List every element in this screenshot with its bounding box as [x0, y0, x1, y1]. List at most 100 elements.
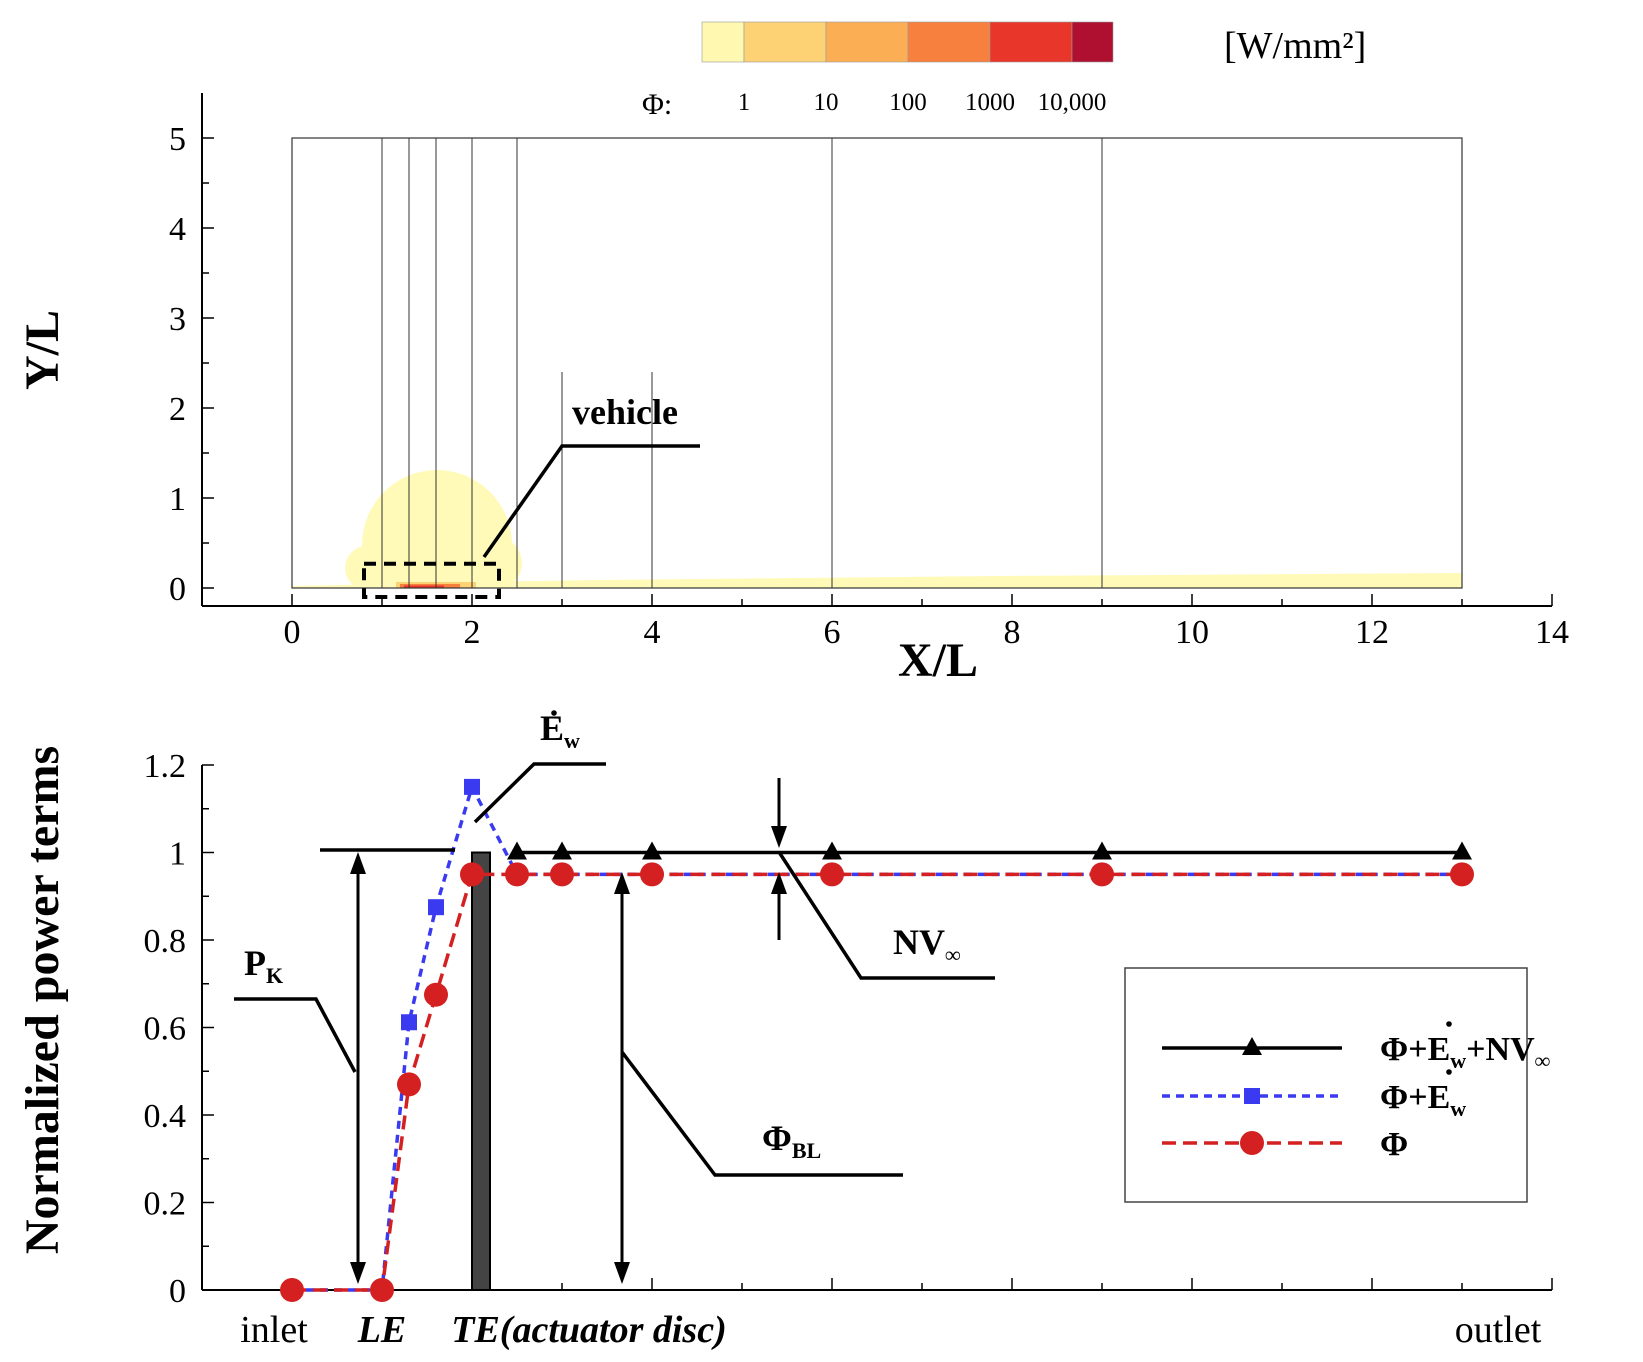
- series-layer: [280, 778, 1474, 1302]
- colorbar: 1 10 100 1000 10,000 Φ: [W/mm²]: [642, 21, 1366, 121]
- phibl-annotation: ΦBL: [614, 872, 903, 1284]
- pk-leader-line: [234, 997, 357, 1073]
- ew-leader-line: [473, 762, 606, 824]
- contour-bubble-front: [345, 546, 389, 588]
- legend-marker: [1240, 1131, 1264, 1155]
- bottom-y-tick-label: 1.2: [144, 748, 187, 785]
- top-x-tick-label: 0: [284, 614, 301, 651]
- x-category-labels: inlet LE TE(actuator disc) outlet: [240, 1309, 1541, 1351]
- legend: Φ+Ew+NV∞ Φ+Ew Φ: [1124, 967, 1551, 1203]
- colorbar-swatches: [701, 21, 1114, 63]
- top-x-tick-label: 14: [1535, 614, 1569, 651]
- colorbar-symbol: Φ:: [642, 88, 672, 121]
- nv-arrow-up-icon: [771, 872, 787, 894]
- colorbar-tick-label: 10,000: [1038, 89, 1107, 116]
- x-category-label: TE(actuator disc): [451, 1309, 726, 1351]
- data-point: [370, 1278, 394, 1302]
- colorbar-unit: [W/mm²]: [1224, 25, 1366, 67]
- top-y-tick-label: 5: [169, 121, 186, 158]
- bottom-axes: 0 0.2 0.4 0.6 0.8 1 1.2: [144, 748, 1553, 1310]
- ew-annotation: Ew: [473, 708, 606, 824]
- colorbar-swatch: [1071, 21, 1114, 63]
- phibl-annotation-label: ΦBL: [762, 1118, 821, 1163]
- legend-dot-icon: [1446, 1021, 1452, 1027]
- data-point: [280, 1278, 304, 1302]
- pk-annotation-label: PK: [244, 943, 283, 988]
- bottom-y-tick-label: 0.6: [144, 1011, 187, 1048]
- contour-wall-peak: [404, 585, 444, 588]
- ew-sub: w: [564, 728, 580, 753]
- pk-sub: K: [266, 963, 283, 988]
- series-triangle: [507, 841, 1472, 860]
- nv-annotation: NV∞: [771, 778, 995, 980]
- contour-wake: [292, 573, 1462, 588]
- colorbar-swatch: [907, 21, 991, 63]
- data-point: [507, 841, 527, 860]
- series-line: [292, 872, 1462, 1292]
- data-point: [460, 862, 484, 887]
- legend-label: Φ+Ew: [1380, 1079, 1466, 1121]
- data-point: [401, 1014, 417, 1031]
- data-point: [640, 862, 664, 887]
- series-circle: [280, 862, 1474, 1302]
- data-point: [1450, 862, 1474, 887]
- legend-dot-icon: [1446, 1069, 1452, 1075]
- colorbar-tick-label: 1000: [965, 89, 1015, 116]
- bottom-y-tick-label: 0.8: [144, 923, 187, 960]
- data-point: [552, 841, 572, 860]
- actuator-disc: [471, 851, 491, 1291]
- computational-domain: [291, 137, 1463, 589]
- bottom-y-label: Normalized power terms: [16, 746, 69, 1254]
- phibl-leader-line: [620, 1050, 903, 1177]
- phibl-base: Φ: [762, 1118, 792, 1158]
- pk-annotation: PK: [234, 848, 455, 1284]
- colorbar-tick-label: 100: [889, 89, 927, 116]
- legend-label: Φ+Ew+NV∞: [1380, 1031, 1551, 1073]
- vehicle-box: [362, 561, 501, 600]
- top-y-tick-label: 3: [169, 301, 186, 338]
- phibl-arrow-up-icon: [614, 872, 630, 894]
- dissipation-contours: [292, 470, 1462, 588]
- data-point: [397, 1072, 421, 1097]
- colorbar-swatch: [701, 21, 745, 63]
- bottom-y-tick-label: 0: [169, 1273, 186, 1310]
- data-point: [505, 862, 529, 887]
- top-y-tick-label: 2: [169, 391, 186, 428]
- nv-leader-line: [777, 851, 995, 980]
- top-y-tick-label: 4: [169, 211, 186, 248]
- bottom-y-tick-label: 0.2: [144, 1186, 187, 1223]
- top-x-tick-label: 4: [644, 614, 661, 651]
- bottom-chart: 0 0.2 0.4 0.6 0.8 1 1.2 Normalized power terms…: [16, 708, 1553, 1351]
- data-point: [1090, 862, 1114, 887]
- colorbar-swatch: [825, 21, 909, 63]
- data-point: [550, 862, 574, 887]
- ew-dot-icon: [551, 710, 557, 716]
- nv-base: NV: [893, 922, 945, 962]
- nv-annotation-label: NV∞: [893, 922, 961, 967]
- data-point: [1092, 841, 1112, 860]
- legend-item: Φ+Ew+NV∞: [1162, 1021, 1551, 1073]
- x-category-label: inlet: [240, 1309, 308, 1351]
- ew-annotation-label: Ew: [540, 708, 580, 753]
- legend-items: Φ+Ew+NV∞ Φ+Ew Φ: [1162, 1021, 1551, 1163]
- colorbar-ticks: 1 10 100 1000 10,000: [738, 89, 1107, 116]
- x-category-label: LE: [357, 1309, 407, 1351]
- top-y-tick-label: 1: [169, 481, 186, 518]
- legend-marker: [1244, 1088, 1260, 1104]
- phibl-arrow-down-icon: [614, 1262, 630, 1284]
- top-x-tick-label: 2: [464, 614, 481, 651]
- bottom-y-tick-label: 0.4: [144, 1098, 187, 1135]
- pk-base: P: [244, 943, 266, 983]
- legend-marker: [1242, 1037, 1262, 1055]
- data-point: [642, 841, 662, 860]
- x-category-label: outlet: [1455, 1309, 1542, 1351]
- top-x-tick-label: 8: [1004, 614, 1021, 651]
- colorbar-swatch: [743, 21, 827, 63]
- top-x-label: X/L: [898, 634, 978, 687]
- colorbar-tick-label: 1: [738, 89, 751, 116]
- bottom-y-tick-label: 1: [169, 836, 186, 873]
- top-y-tick-label: 0: [169, 571, 186, 608]
